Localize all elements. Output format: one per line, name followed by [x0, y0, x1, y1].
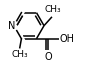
- Text: N: N: [8, 21, 15, 31]
- Text: O: O: [44, 52, 52, 62]
- Text: CH₃: CH₃: [11, 50, 28, 59]
- Text: CH₃: CH₃: [45, 5, 61, 14]
- Text: OH: OH: [59, 34, 75, 44]
